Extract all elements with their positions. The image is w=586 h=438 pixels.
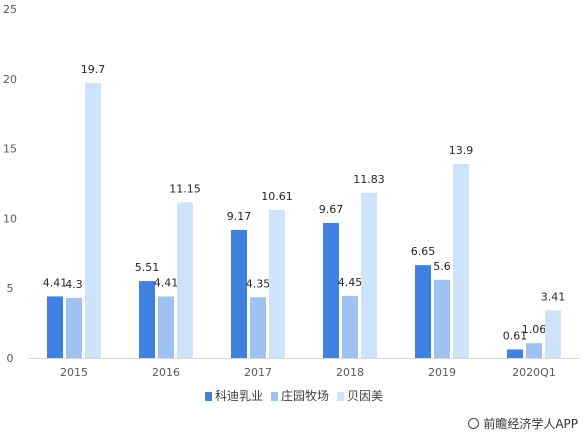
bar-3-2019 (453, 163, 469, 358)
bar-1-2019 (415, 265, 431, 358)
bar-3-2018 (361, 192, 377, 358)
data-label: 6.65 (411, 245, 436, 258)
bars: 4.414.319.75.514.4111.159.174.3510.619.6… (43, 63, 566, 358)
data-label: 5.51 (135, 261, 160, 274)
x-tick-label: 2020Q1 (512, 366, 556, 379)
y-tick-label: 25 (3, 3, 17, 16)
x-axis-ticks: 2015 2016 2017 2018 2019 2020Q1 (60, 366, 556, 379)
y-tick-label: 5 (7, 282, 14, 295)
watermark: 前瞻经济学人APP (468, 415, 578, 432)
x-tick-label: 2017 (244, 366, 272, 379)
y-tick-label: 20 (3, 73, 17, 86)
y-tick-label: 0 (7, 352, 14, 365)
bar-1-2017 (231, 229, 247, 358)
data-label: 9.67 (319, 203, 344, 216)
data-label: 4.45 (338, 276, 363, 289)
data-label: 13.9 (449, 144, 474, 157)
legend: 科迪乳业 庄园牧场 贝因美 (205, 388, 383, 403)
data-label: 11.15 (169, 182, 201, 195)
bar-1-2016 (139, 281, 155, 358)
logo-icon (468, 418, 480, 429)
data-label: 5.6 (433, 260, 451, 273)
data-label: 4.3 (65, 278, 83, 291)
bar-3-2020Q1 (545, 310, 561, 358)
data-label: 19.7 (81, 63, 106, 76)
bar-1-2020Q1 (507, 349, 523, 358)
data-label: 11.83 (353, 173, 385, 186)
data-label: 3.41 (541, 290, 566, 303)
x-tick-label: 2016 (152, 366, 180, 379)
bar-2-2020Q1 (526, 343, 542, 358)
data-label: 1.06 (522, 323, 547, 336)
bar-3-2016 (177, 202, 193, 358)
y-tick-label: 15 (3, 143, 17, 156)
bar-3-2015 (85, 82, 101, 358)
x-tick-label: 2015 (60, 366, 88, 379)
legend-label: 科迪乳业 (215, 389, 263, 403)
data-label: 0.61 (503, 329, 528, 342)
legend-label: 庄园牧场 (281, 388, 329, 403)
bar-2-2017 (250, 297, 266, 358)
bar-2-2015 (66, 297, 82, 358)
y-tick-label: 10 (3, 212, 17, 225)
legend-swatch (271, 392, 279, 401)
bar-1-2015 (47, 296, 63, 358)
x-tick-label: 2018 (336, 366, 364, 379)
bar-3-2017 (269, 209, 285, 358)
watermark-text: 前瞻经济学人APP (483, 417, 578, 431)
legend-swatch (205, 392, 212, 401)
bar-1-2018 (323, 223, 339, 358)
data-label: 4.41 (154, 276, 179, 289)
data-label: 4.41 (43, 276, 68, 289)
data-label: 4.35 (246, 277, 271, 290)
bar-2-2018 (342, 295, 358, 358)
data-label: 10.61 (261, 190, 293, 203)
data-label: 9.17 (227, 210, 252, 223)
legend-label: 贝因美 (347, 389, 383, 403)
legend-swatch (337, 392, 345, 401)
x-tick-label: 2019 (428, 366, 456, 379)
y-axis-ticks: 0 5 10 15 20 25 (3, 3, 17, 365)
bar-2-2016 (158, 296, 174, 358)
bar-2-2019 (434, 279, 450, 358)
